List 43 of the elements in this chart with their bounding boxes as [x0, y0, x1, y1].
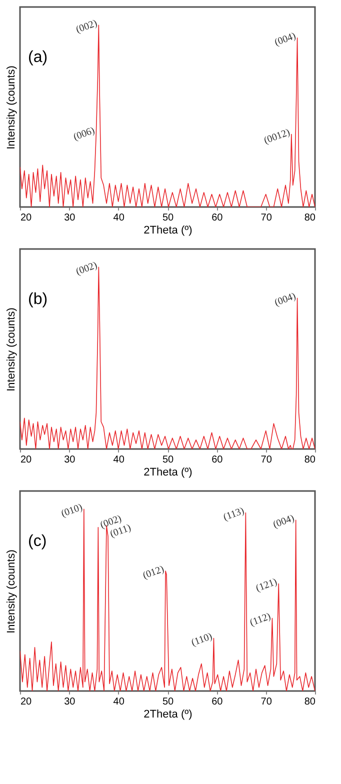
x-tick-label: 40 [113, 454, 125, 466]
x-tick-label: 50 [162, 212, 174, 224]
x-axis-title: 2Theta (º) [144, 708, 192, 720]
text: (a) [28, 49, 48, 66]
x-tick-label: 30 [64, 212, 76, 224]
x-tick-label: 30 [64, 696, 76, 708]
annotation: (010) [60, 502, 84, 520]
x-tick-label: 80 [304, 454, 316, 466]
x-tick-label: 60 [212, 696, 224, 708]
annotation: (110) [190, 631, 214, 649]
annotation: (112) [248, 611, 272, 629]
annotation: (004) [273, 290, 298, 309]
x-tick-label: 40 [113, 696, 125, 708]
annotation: (113) [222, 506, 246, 524]
annotation: (006) [72, 125, 96, 144]
x-tick-label: 50 [162, 454, 174, 466]
annotation: (0012) [262, 127, 292, 147]
y-axis-title: Intensity (counts) [6, 66, 18, 150]
x-tick-label: 70 [260, 454, 272, 466]
x-tick-label: 30 [64, 454, 76, 466]
annotation: (002) [74, 18, 99, 36]
x-tick-label: 80 [304, 212, 316, 224]
x-axis-title: 2Theta (º) [144, 224, 192, 236]
y-axis-title: Intensity (counts) [6, 550, 18, 634]
x-tick-label: 70 [260, 212, 272, 224]
x-tick-label: 20 [20, 212, 32, 224]
x-tick-label: 40 [113, 212, 125, 224]
y-axis-title: Intensity (counts) [6, 308, 18, 392]
x-tick-label: 60 [212, 454, 224, 466]
x-axis-title: 2Theta (º) [144, 466, 192, 478]
annotation: (004) [273, 30, 298, 48]
x-tick-label: 60 [212, 212, 224, 224]
annotation: (002) [74, 260, 99, 278]
x-tick-label: 20 [20, 696, 32, 708]
x-tick-label: 70 [260, 696, 272, 708]
x-tick-label: 20 [20, 454, 32, 466]
annotation: (121) [254, 576, 279, 594]
annotation: (004) [272, 512, 296, 531]
x-tick-label: 80 [304, 696, 316, 708]
annotation: (012) [141, 564, 166, 582]
text: (c) [28, 533, 47, 550]
text: (b) [28, 291, 48, 308]
x-tick-label: 50 [162, 696, 174, 708]
